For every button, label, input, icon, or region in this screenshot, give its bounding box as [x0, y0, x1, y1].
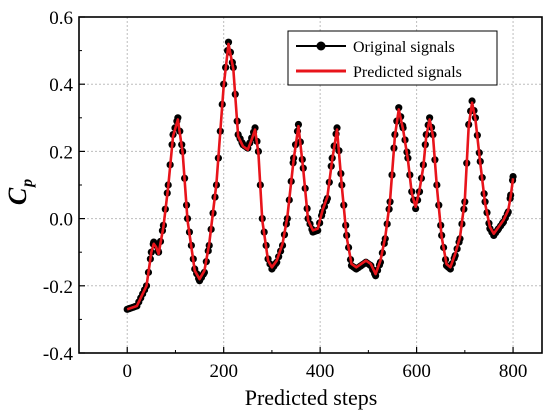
original-signals-point	[468, 97, 476, 105]
y-tick-label: 0.2	[49, 142, 73, 163]
original-signals-point	[174, 114, 182, 122]
original-signals-point	[251, 124, 259, 132]
y-tick-label: 0.4	[49, 75, 73, 96]
predicted-signals-line	[126, 42, 515, 311]
x-tick-label: 400	[306, 361, 335, 382]
original-signals-point	[395, 104, 403, 112]
y-axis-title-main: C	[3, 187, 32, 205]
y-tick-label: 0.0	[49, 210, 73, 231]
y-axis-title: Cp	[3, 179, 36, 205]
x-tick-labels: 0 200 400 600 800	[122, 361, 527, 382]
x-axis-title: Predicted steps	[245, 385, 378, 410]
y-tick-label: -0.2	[43, 277, 73, 298]
legend-label-predicted: Predicted signals	[353, 64, 462, 81]
x-tick-label: 0	[122, 361, 132, 382]
legend-box	[287, 30, 498, 86]
y-tick-label: -0.4	[43, 344, 74, 365]
legend: Original signals Predicted signals	[287, 30, 498, 86]
original-signals-point	[224, 38, 233, 46]
legend-entry-predicted: Predicted signals	[296, 64, 462, 81]
original-signals-point	[333, 124, 341, 132]
legend-entry-original: Original signals	[296, 39, 455, 56]
original-signals-point	[412, 204, 420, 213]
y-tick-labels: -0.4 -0.2 0.0 0.2 0.4 0.6	[43, 8, 74, 365]
original-signals-series	[123, 38, 517, 313]
original-signals-point	[294, 120, 303, 129]
legend-label-original: Original signals	[353, 39, 455, 56]
y-axis-title-sub: p	[19, 179, 36, 189]
y-tick-label: 0.6	[49, 8, 73, 29]
x-tick-label: 800	[499, 361, 528, 382]
plot-frame	[78, 16, 543, 354]
original-signals-point	[426, 114, 434, 122]
original-signals-point	[509, 173, 517, 181]
x-tick-label: 600	[402, 361, 431, 382]
x-tick-label: 200	[209, 361, 238, 382]
legend-marker-original	[316, 41, 326, 51]
